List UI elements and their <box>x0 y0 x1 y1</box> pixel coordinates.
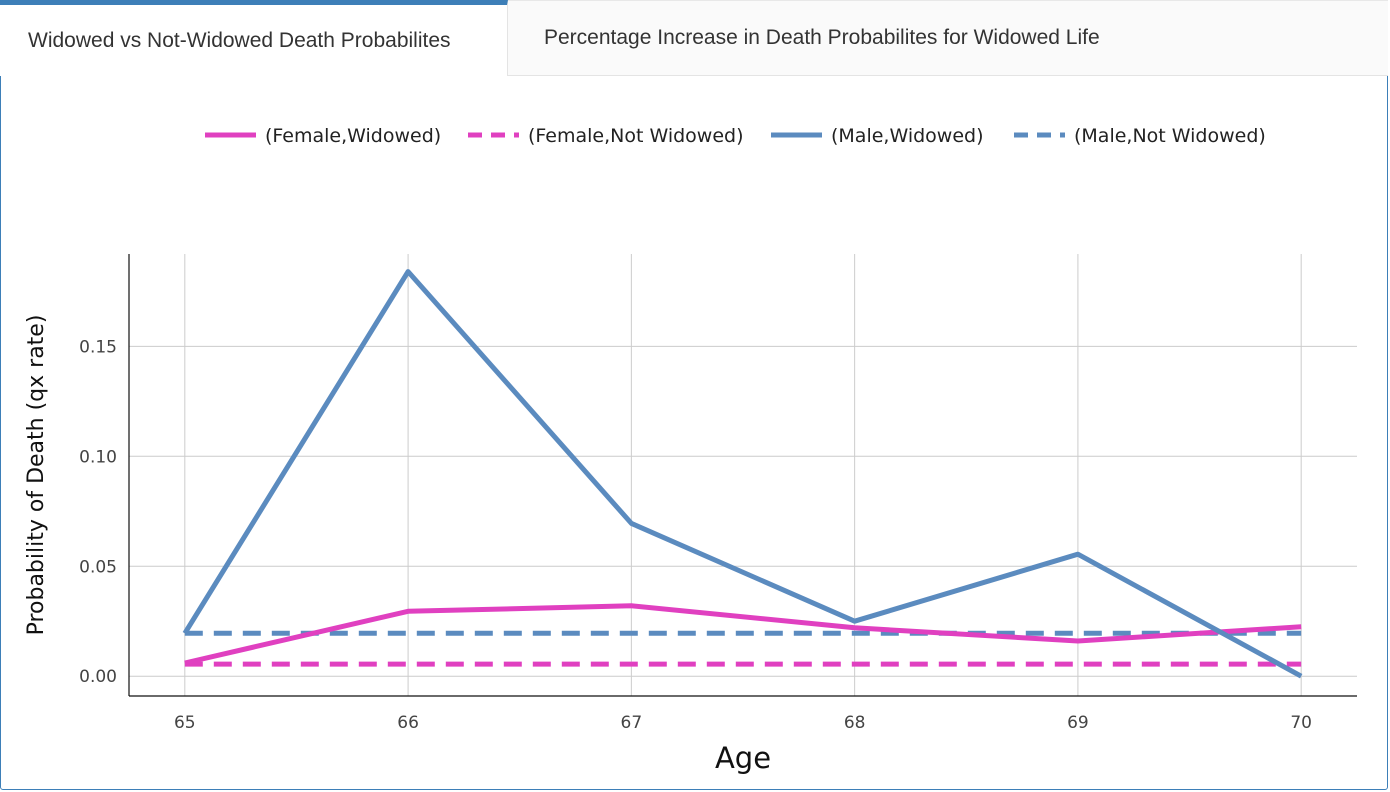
legend-label: (Male,Widowed) <box>831 125 984 147</box>
legend-label: (Female,Widowed) <box>265 125 441 147</box>
x-tick-label: 66 <box>397 713 419 733</box>
legend: (Female,Widowed) (Female,Not Widowed) (Mal… <box>205 125 1266 147</box>
tab-label: Widowed vs Not-Widowed Death Probabilite… <box>28 28 451 52</box>
y-tick-label: 0.15 <box>79 337 117 357</box>
axes <box>128 254 1357 697</box>
legend-label: (Male,Not Widowed) <box>1074 125 1266 147</box>
series <box>182 269 1303 679</box>
y-tick-label: 0.00 <box>79 667 117 687</box>
series-line-male-widowed <box>182 269 1303 679</box>
x-tick-label: 69 <box>1067 713 1089 733</box>
tab-widowed-vs-not-widowed[interactable]: Widowed vs Not-Widowed Death Probabilite… <box>0 0 508 76</box>
tab-percentage-increase[interactable]: Percentage Increase in Death Probabilite… <box>508 0 1388 76</box>
grid <box>129 254 1357 696</box>
y-tick-label: 0.05 <box>79 557 117 577</box>
y-tick-label: 0.10 <box>79 447 117 467</box>
x-tick-label: 68 <box>844 713 866 733</box>
tick-labels: 65 66 67 68 69 70 0.00 0.05 0.10 0.15 <box>79 337 1312 733</box>
x-axis-title: Age <box>715 741 771 775</box>
x-tick-label: 65 <box>174 713 196 733</box>
tab-bar: Widowed vs Not-Widowed Death Probabilite… <box>0 0 1390 76</box>
x-tick-label: 67 <box>621 713 643 733</box>
legend-label: (Female,Not Widowed) <box>528 125 744 147</box>
tab-label: Percentage Increase in Death Probabilite… <box>544 26 1100 49</box>
y-axis-title: Probability of Death (qx rate) <box>24 315 49 636</box>
series-line-female-widowed <box>184 603 1302 666</box>
x-tick-label: 70 <box>1290 713 1312 733</box>
